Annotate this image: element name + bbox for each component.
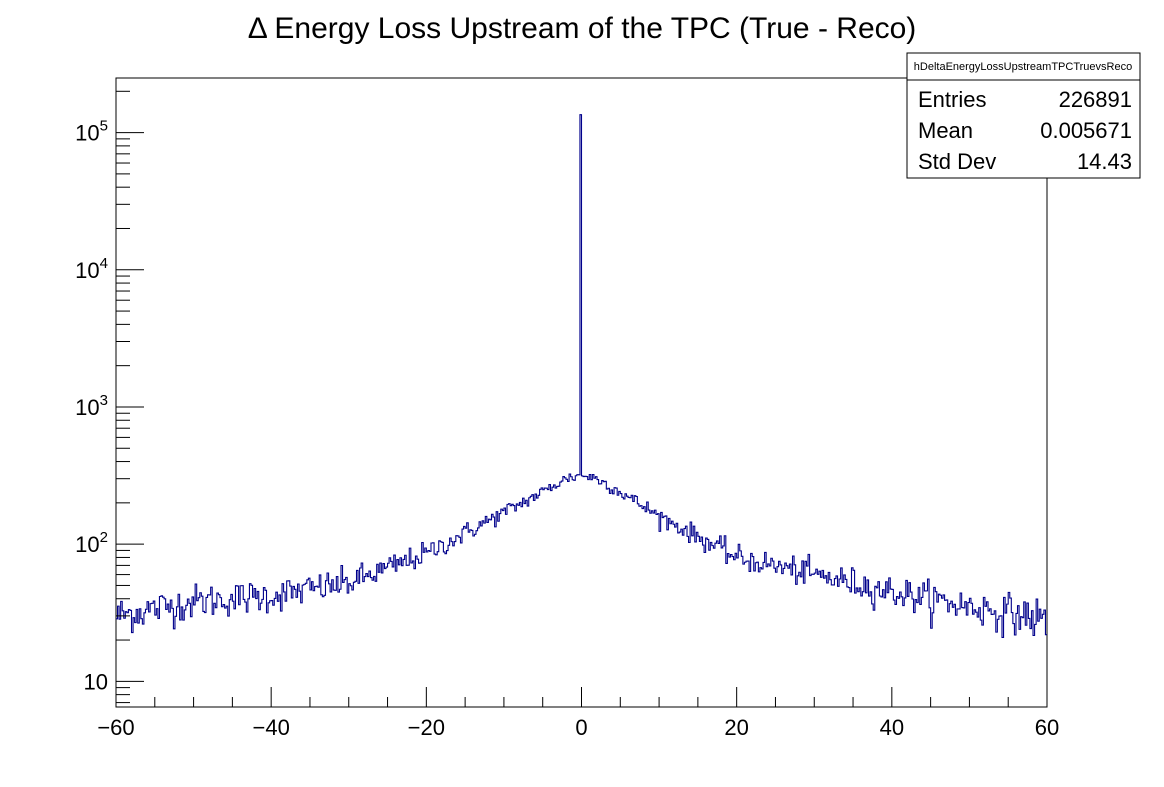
stats-mean-label: Mean — [918, 118, 973, 143]
y-tick-label: 10 — [84, 669, 108, 694]
stats-mean-value: 0.005671 — [1040, 118, 1132, 143]
stats-entries-label: Entries — [918, 87, 986, 112]
stats-box: hDeltaEnergyLossUpstreamTPCTruevsReco En… — [906, 52, 1141, 179]
stats-histogram-name: hDeltaEnergyLossUpstreamTPCTruevsReco — [914, 61, 1132, 73]
stats-box-frame — [906, 52, 1141, 179]
y-tick-label: 105 — [75, 118, 108, 146]
x-tick-label: 40 — [880, 715, 904, 740]
stats-stddev-label: Std Dev — [918, 149, 996, 174]
x-tick-label: 60 — [1035, 715, 1059, 740]
stats-entries-value: 226891 — [1059, 87, 1132, 112]
chart-title: Δ Energy Loss Upstream of the TPC (True … — [248, 12, 917, 45]
x-tick-label: 20 — [724, 715, 748, 740]
x-tick-label: −60 — [97, 715, 134, 740]
y-tick-label: 103 — [75, 392, 108, 420]
y-tick-label: 102 — [75, 529, 108, 557]
y-axis: 10 102 103 104 105 — [75, 90, 144, 704]
x-tick-label: −20 — [408, 715, 445, 740]
x-tick-label: −40 — [253, 715, 290, 740]
x-axis: −60 −40 −20 0 20 40 60 — [97, 687, 1059, 740]
y-tick-label: 104 — [75, 255, 108, 283]
stats-stddev-value: 14.43 — [1077, 149, 1132, 174]
x-tick-label: 0 — [575, 715, 587, 740]
histogram-line — [116, 114, 1047, 638]
